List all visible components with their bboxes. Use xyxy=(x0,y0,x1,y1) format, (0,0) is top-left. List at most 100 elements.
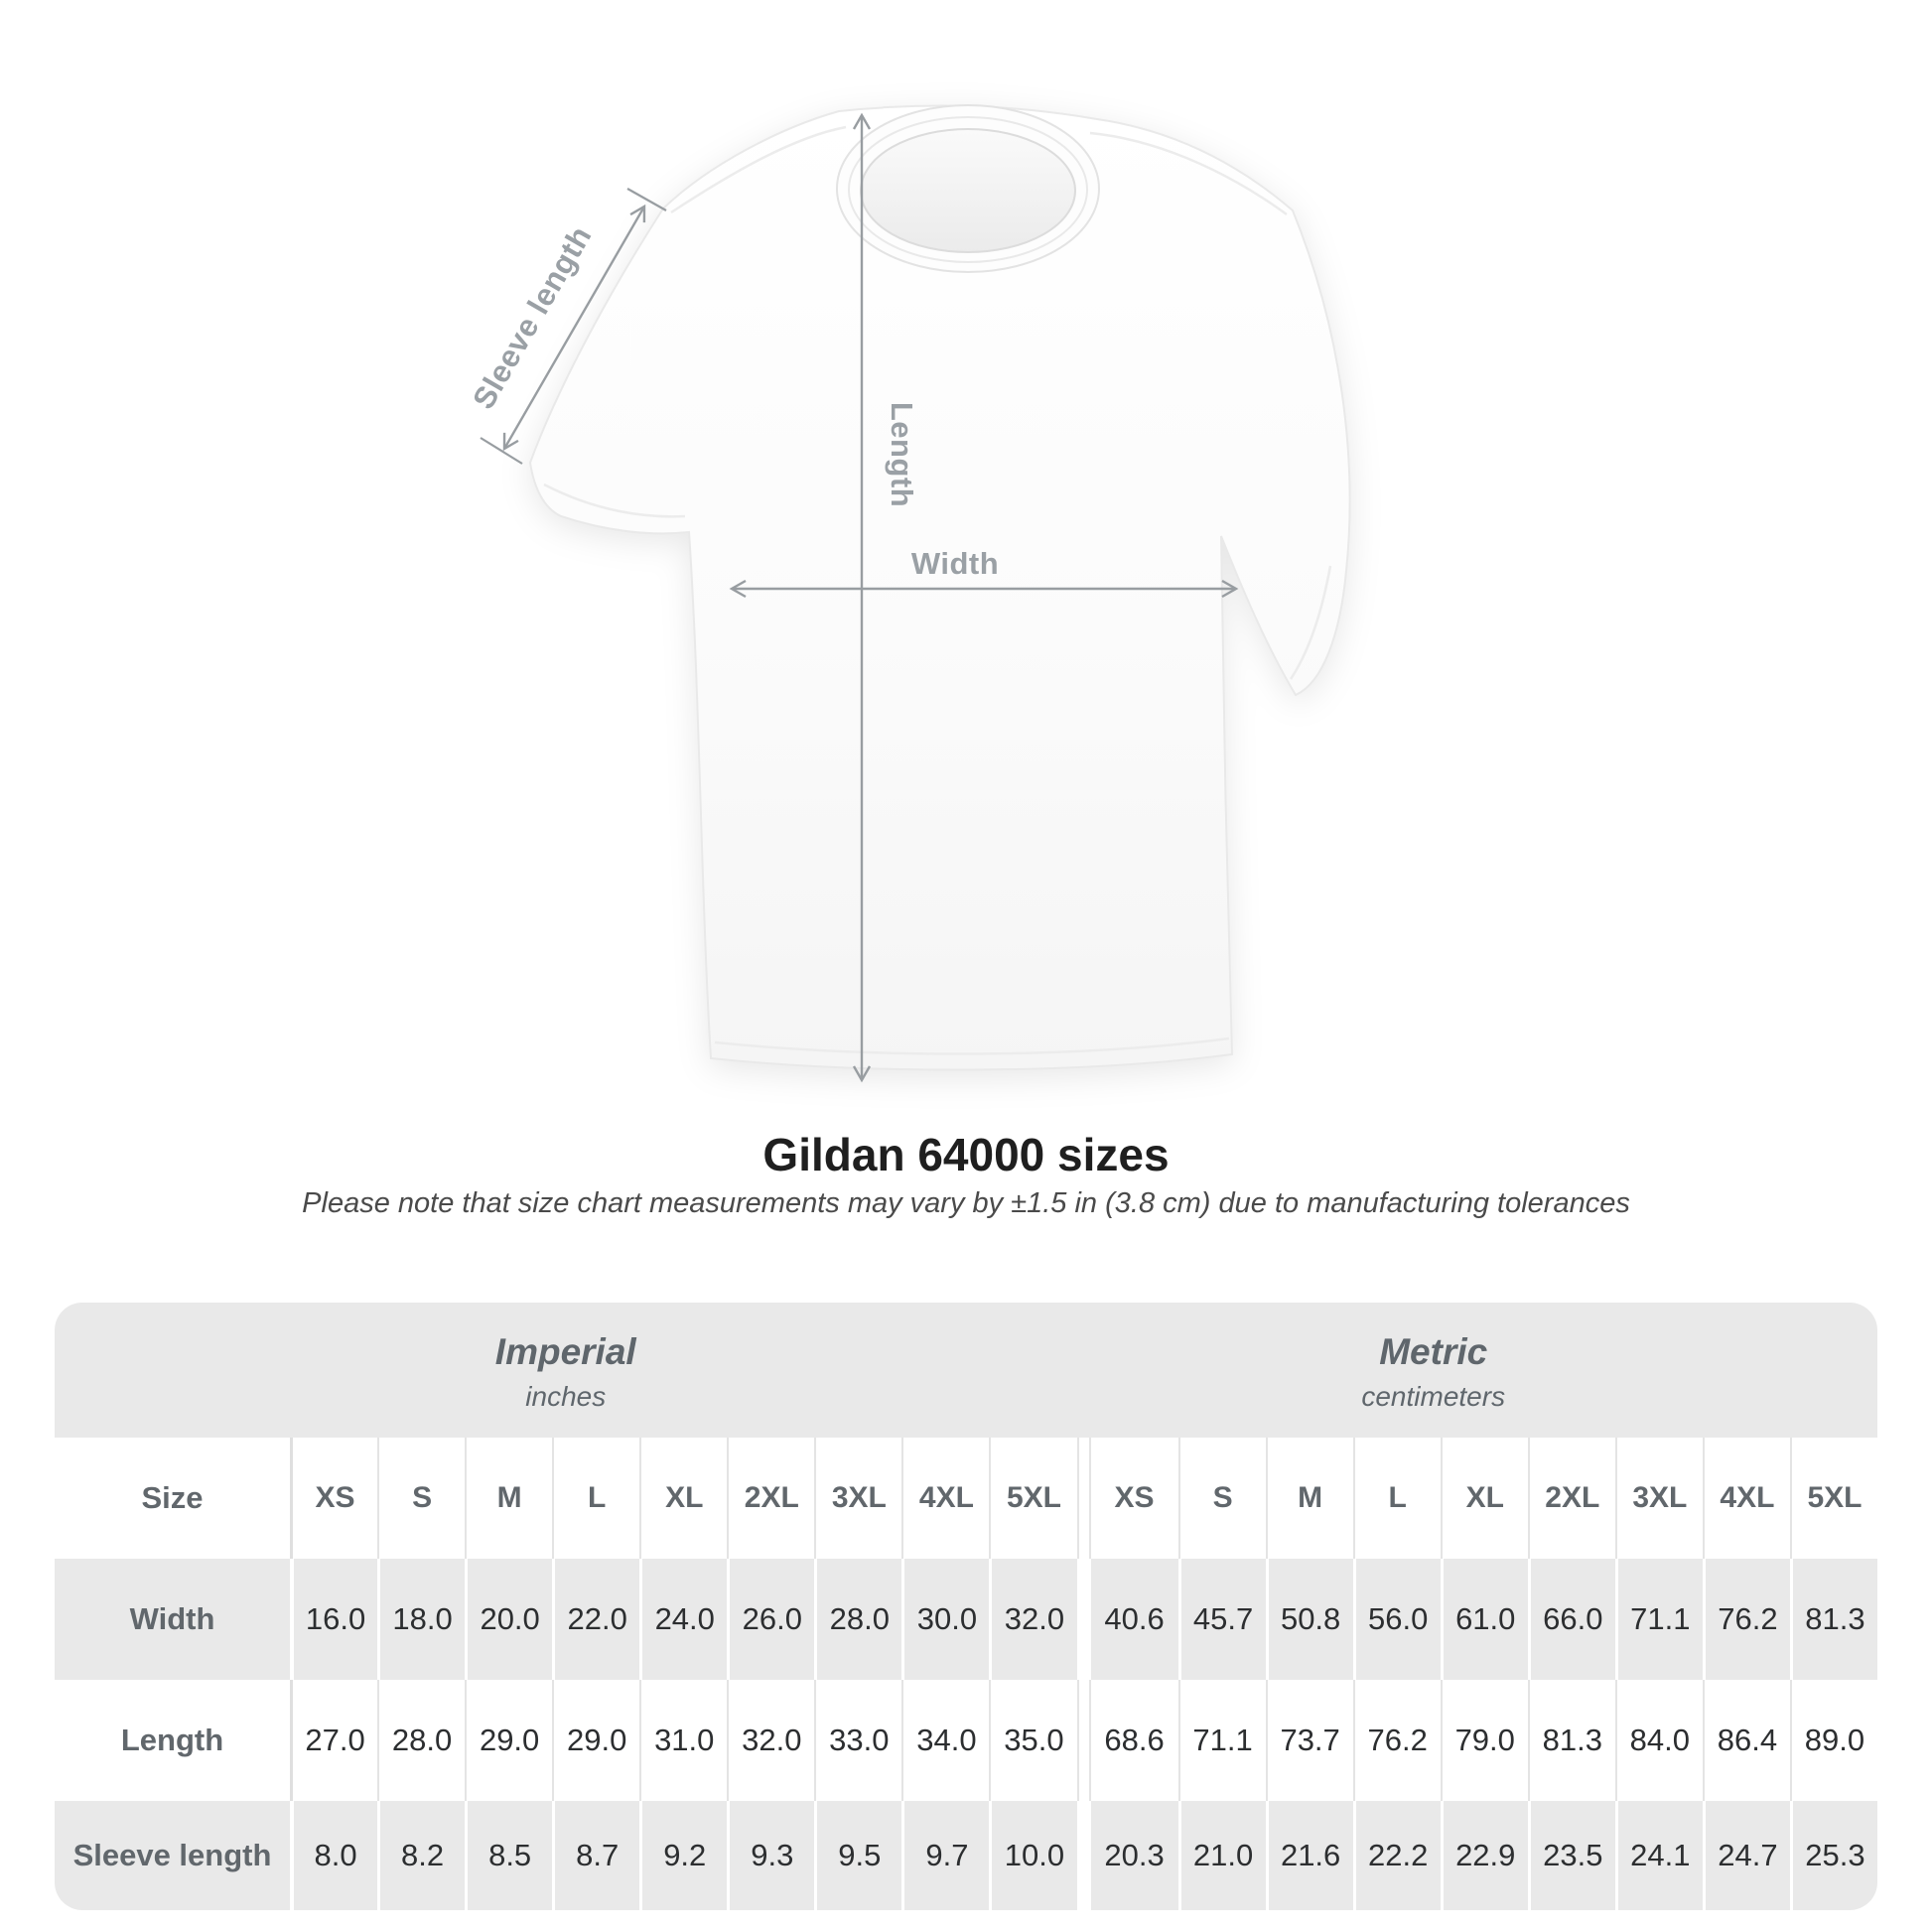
table-row-width: Width 16.0 18.0 20.0 22.0 24.0 26.0 28.0… xyxy=(55,1559,1877,1680)
value-cell: 24.0 xyxy=(639,1559,728,1680)
value-cell: 24.7 xyxy=(1702,1801,1790,1910)
size-col-header: L xyxy=(1352,1438,1441,1559)
row-label: Sleeve length xyxy=(55,1801,290,1910)
right-shoulder-seam xyxy=(1089,131,1288,216)
collar xyxy=(836,104,1100,273)
metric-header: Metric centimeters xyxy=(1077,1303,1790,1438)
unit-header-row: Imperial inches Metric centimeters xyxy=(55,1303,1877,1438)
page-title: Gildan 64000 sizes xyxy=(762,1129,1170,1180)
size-col-header: XL xyxy=(639,1438,727,1559)
value-cell: 73.7 xyxy=(1265,1680,1353,1801)
metric-unit: centimeters xyxy=(1361,1381,1506,1412)
value-cell: 27.0 xyxy=(290,1680,377,1801)
tshirt-illustration: Sleeve length Length Width xyxy=(466,104,1351,1083)
metric-title: Metric xyxy=(1379,1331,1488,1372)
right-cuff-seam xyxy=(1289,565,1332,680)
left-shoulder-seam xyxy=(670,125,847,214)
size-col-header: M xyxy=(1265,1438,1353,1559)
value-cell: 86.4 xyxy=(1702,1680,1790,1801)
value-cell: 81.3 xyxy=(1527,1680,1615,1801)
size-col-header: S xyxy=(1177,1438,1266,1559)
table-row-length: Length 27.0 28.0 29.0 29.0 31.0 32.0 33.… xyxy=(55,1680,1877,1801)
value-cell: 28.0 xyxy=(814,1559,902,1680)
value-cell: 8.0 xyxy=(290,1801,378,1910)
value-cell: 76.2 xyxy=(1702,1559,1790,1680)
value-cell: 40.6 xyxy=(1090,1559,1178,1680)
width-label: Width xyxy=(911,546,999,581)
size-col-header: 2XL xyxy=(1527,1438,1615,1559)
value-cell: 28.0 xyxy=(377,1680,465,1801)
value-cell: 66.0 xyxy=(1527,1559,1615,1680)
value-cell: 21.0 xyxy=(1177,1801,1266,1910)
value-cell: 24.1 xyxy=(1614,1801,1703,1910)
unit-divider xyxy=(1076,1438,1091,1559)
value-cell: 10.0 xyxy=(989,1801,1077,1910)
value-cell: 25.3 xyxy=(1789,1801,1877,1910)
value-cell: 68.6 xyxy=(1104,1723,1165,1757)
row-label: Length xyxy=(120,1723,224,1757)
tshirt-body xyxy=(528,104,1351,1071)
value-cell: 9.3 xyxy=(727,1801,815,1910)
unit-divider xyxy=(1076,1801,1091,1910)
value-cell: 9.5 xyxy=(814,1801,902,1910)
imperial-title: Imperial xyxy=(494,1331,636,1372)
value-cell: 84.0 xyxy=(1614,1680,1703,1801)
unit-divider xyxy=(1076,1559,1091,1680)
imperial-unit: inches xyxy=(525,1381,607,1412)
value-cell: 32.0 xyxy=(727,1680,814,1801)
value-cell: 45.7 xyxy=(1177,1559,1266,1680)
value-cell: 8.7 xyxy=(552,1801,640,1910)
value-cell: 18.0 xyxy=(377,1559,466,1680)
value-cell: 50.8 xyxy=(1265,1559,1353,1680)
imperial-header: Imperial inches xyxy=(55,1303,1077,1438)
left-cuff-seam xyxy=(543,483,686,518)
value-cell: 8.2 xyxy=(377,1801,466,1910)
value-cell: 33.0 xyxy=(814,1680,901,1801)
length-label: Length xyxy=(885,402,919,507)
value-cell: 32.0 xyxy=(989,1559,1077,1680)
size-table: Imperial inches Metric centimeters Size … xyxy=(55,1303,1877,1910)
size-col-header: L xyxy=(552,1438,639,1559)
value-cell: 35.0 xyxy=(989,1680,1076,1801)
size-col-header: M xyxy=(465,1438,552,1559)
size-col-header: 2XL xyxy=(727,1438,814,1559)
size-row-label: Size xyxy=(141,1480,204,1515)
value-cell: 23.5 xyxy=(1527,1801,1615,1910)
value-cell: 20.0 xyxy=(465,1559,553,1680)
value-cell: 29.0 xyxy=(552,1680,639,1801)
value-cell: 79.0 xyxy=(1440,1680,1528,1801)
size-col-header: 4XL xyxy=(1702,1438,1790,1559)
value-cell: 71.1 xyxy=(1177,1680,1266,1801)
page-subtitle: Please note that size chart measurements… xyxy=(302,1187,1630,1219)
value-cell: 8.5 xyxy=(465,1801,553,1910)
value-cell: 22.2 xyxy=(1352,1801,1441,1910)
value-cell: 71.1 xyxy=(1614,1559,1703,1680)
value-cell: 89.0 xyxy=(1789,1680,1877,1801)
value-cell: 16.0 xyxy=(290,1559,378,1680)
value-cell: 29.0 xyxy=(465,1680,552,1801)
size-col-header: XS xyxy=(290,1438,377,1559)
row-label: Width xyxy=(55,1559,290,1680)
bottom-hem-seam xyxy=(714,1036,1230,1055)
value-cell: 31.0 xyxy=(639,1680,727,1801)
size-col-header: 5XL xyxy=(1789,1438,1877,1559)
table-row-sleeve-length: Sleeve length 8.0 8.2 8.5 8.7 9.2 9.3 9.… xyxy=(55,1801,1877,1910)
value-cell: 76.2 xyxy=(1352,1680,1441,1801)
size-col-header: S xyxy=(377,1438,465,1559)
size-col-header: 4XL xyxy=(901,1438,989,1559)
value-cell: 61.0 xyxy=(1440,1559,1528,1680)
size-col-header: XL xyxy=(1440,1438,1528,1559)
value-cell: 22.0 xyxy=(552,1559,640,1680)
value-cell: 9.2 xyxy=(639,1801,728,1910)
value-cell: 9.7 xyxy=(901,1801,990,1910)
value-cell: 26.0 xyxy=(727,1559,815,1680)
size-col-header: XS xyxy=(1114,1481,1155,1514)
size-col-header: 5XL xyxy=(989,1438,1076,1559)
value-cell: 20.3 xyxy=(1090,1801,1178,1910)
value-cell: 34.0 xyxy=(901,1680,989,1801)
size-header-row: Size XS S M L XL 2XL 3XL 4XL 5XL XS S M … xyxy=(55,1438,1877,1559)
value-cell: 22.9 xyxy=(1440,1801,1528,1910)
value-cell: 30.0 xyxy=(901,1559,990,1680)
value-cell: 81.3 xyxy=(1789,1559,1877,1680)
value-cell: 56.0 xyxy=(1352,1559,1441,1680)
